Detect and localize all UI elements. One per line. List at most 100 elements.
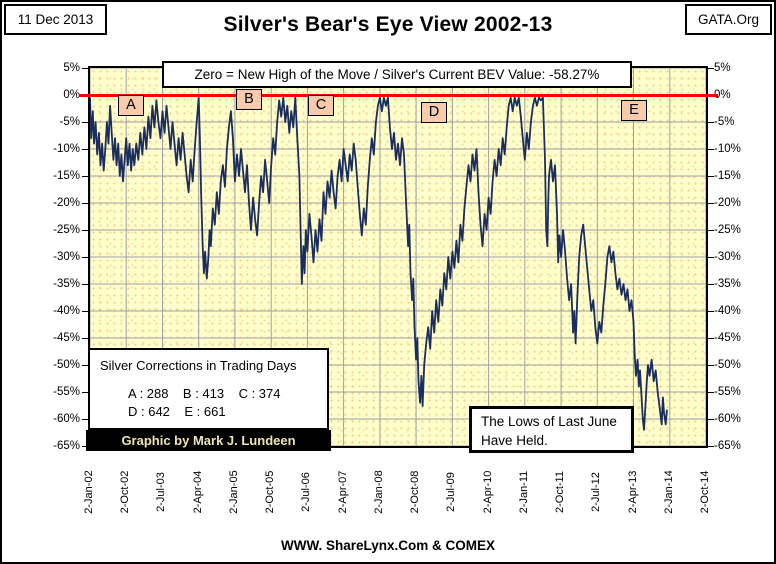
- x-axis-label: 2-Jan-05: [228, 470, 240, 514]
- y-axis-tick-right: [708, 257, 714, 258]
- y-axis-tick-right: [708, 392, 714, 393]
- silver-bev-line: [90, 96, 668, 431]
- y-axis-tick-left: [82, 257, 88, 258]
- subtitle-box: Zero = New High of the Move / Silver's C…: [162, 61, 632, 88]
- y-axis-tick-right: [708, 284, 714, 285]
- x-axis-label: 2-Jan-14: [663, 470, 675, 514]
- y-axis-label-left: 5%: [63, 62, 80, 74]
- y-axis-tick-left: [82, 446, 88, 447]
- corrections-box: Silver Corrections in Trading Days A : 2…: [88, 348, 329, 430]
- y-axis-tick-right: [708, 419, 714, 420]
- x-axis-label: 2-Oct-05: [264, 470, 276, 514]
- date-stamp-box: 11 Dec 2013: [4, 4, 107, 35]
- y-axis-tick-left: [82, 419, 88, 420]
- y-axis-tick-left: [82, 149, 88, 150]
- credit-bar: Graphic by Mark J. Lundeen: [86, 430, 331, 451]
- y-axis-label-right: -30%: [714, 251, 741, 263]
- x-axis-label: 2-Oct-02: [119, 470, 131, 514]
- lows-note-line2: Have Held.: [481, 433, 548, 448]
- y-axis-label-left: -60%: [53, 413, 80, 425]
- x-axis-label: 2-Oct-08: [409, 470, 421, 514]
- y-axis-tick-right: [708, 446, 714, 447]
- chart-title: Silver's Bear's Eye View 2002-13: [223, 13, 553, 36]
- y-axis-label-right: -55%: [714, 386, 741, 398]
- bev-plot-svg: [90, 68, 706, 446]
- y-axis-label-left: -5%: [59, 116, 80, 128]
- y-axis-tick-left: [82, 392, 88, 393]
- y-axis-label-left: -50%: [53, 359, 80, 371]
- org-box: GATA.Org: [685, 4, 772, 35]
- y-axis-label-left: -25%: [53, 224, 80, 236]
- y-axis-tick-left: [82, 122, 88, 123]
- x-axis-label: 2-Jan-08: [373, 470, 385, 514]
- y-axis-tick-left: [82, 176, 88, 177]
- corrections-row-abc: A : 288 B : 413 C : 374: [128, 386, 281, 401]
- x-axis-label: 2-Apr-07: [337, 470, 349, 514]
- org-label: GATA.Org: [697, 12, 759, 27]
- y-axis-label-right: -60%: [714, 413, 741, 425]
- y-axis-label-left: -40%: [53, 305, 80, 317]
- y-axis-label-right: -65%: [714, 440, 741, 452]
- corrections-row-de: D : 642 E : 661: [128, 404, 226, 419]
- y-axis-label-right: -40%: [714, 305, 741, 317]
- y-axis-label-right: -15%: [714, 170, 741, 182]
- y-axis-tick-right: [708, 176, 714, 177]
- y-axis-label-left: -35%: [53, 278, 80, 290]
- annotation-box-A: A: [118, 95, 144, 116]
- x-axis-label: 2-Jan-02: [83, 470, 95, 514]
- x-axis-label: 2-Apr-04: [192, 470, 204, 514]
- y-axis-label-left: -65%: [53, 440, 80, 452]
- y-axis-tick-left: [82, 203, 88, 204]
- y-axis-tick-left: [82, 365, 88, 366]
- x-axis-label: 2-Jan-11: [518, 470, 530, 514]
- y-axis-tick-left: [82, 284, 88, 285]
- y-axis-label-left: -20%: [53, 197, 80, 209]
- x-axis-label: 2-Jul-06: [300, 472, 312, 512]
- y-axis-tick-right: [708, 149, 714, 150]
- annotation-box-E: E: [621, 100, 647, 121]
- x-axis-label: 2-Jul-12: [590, 472, 602, 512]
- footer-credit: WWW. ShareLynx.Com & COMEX: [280, 538, 496, 553]
- y-axis-label-left: -15%: [53, 170, 80, 182]
- y-axis-tick-right: [708, 230, 714, 231]
- y-axis-tick-right: [708, 338, 714, 339]
- y-axis-tick-left: [82, 311, 88, 312]
- y-axis-tick-right: [708, 68, 714, 69]
- y-axis-label-right: 5%: [714, 62, 731, 74]
- corrections-title: Silver Corrections in Trading Days: [100, 358, 297, 373]
- annotation-box-D: D: [421, 102, 447, 123]
- y-axis-label-right: -5%: [714, 116, 735, 128]
- lows-note-line1: The Lows of Last June: [481, 414, 617, 429]
- x-axis-label: 2-Jul-03: [155, 472, 167, 512]
- y-axis-label-left: -45%: [53, 332, 80, 344]
- y-axis-label-left: -10%: [53, 143, 80, 155]
- gridlines: [90, 68, 706, 446]
- y-axis-label-right: -20%: [714, 197, 741, 209]
- date-stamp: 11 Dec 2013: [17, 12, 94, 27]
- y-axis-label-right: -35%: [714, 278, 741, 290]
- y-axis-label-left: -30%: [53, 251, 80, 263]
- annotation-box-B: B: [236, 89, 262, 110]
- zero-percent-line: [79, 94, 718, 97]
- x-axis-label: 2-Apr-13: [627, 470, 639, 514]
- y-axis-tick-left: [82, 68, 88, 69]
- lows-note-box: The Lows of Last June Have Held.: [469, 406, 634, 453]
- y-axis-label-right: -10%: [714, 143, 741, 155]
- y-axis-tick-right: [708, 311, 714, 312]
- y-axis-label-right: 0%: [714, 89, 731, 101]
- x-axis-label: 2-Oct-14: [699, 470, 711, 514]
- y-axis-tick-right: [708, 122, 714, 123]
- x-axis-label: 2-Oct-11: [554, 471, 566, 513]
- y-axis-label-right: -50%: [714, 359, 741, 371]
- y-axis-label-left: -55%: [53, 386, 80, 398]
- y-axis-tick-left: [82, 338, 88, 339]
- x-axis-label: 2-Jul-09: [445, 472, 457, 512]
- y-axis-label-right: -25%: [714, 224, 741, 236]
- y-axis-label-left: 0%: [63, 89, 80, 101]
- annotation-box-C: C: [308, 95, 334, 116]
- y-axis-tick-right: [708, 203, 714, 204]
- y-axis-tick-left: [82, 230, 88, 231]
- y-axis-tick-right: [708, 365, 714, 366]
- y-axis-label-right: -45%: [714, 332, 741, 344]
